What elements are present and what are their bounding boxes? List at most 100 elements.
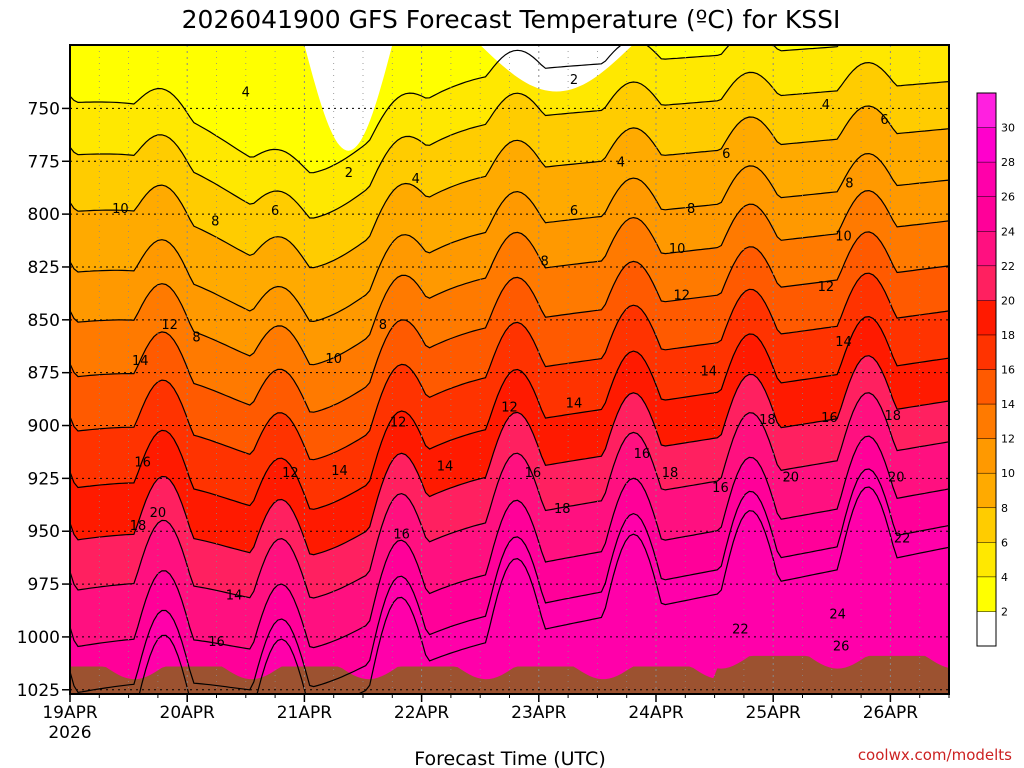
y-tick-label: 975 (28, 575, 60, 595)
grid-lines (70, 45, 949, 694)
contour-label: 16 (525, 466, 542, 481)
colorbar-swatch (977, 93, 996, 129)
credit-text[interactable]: coolwx.com/modelts (858, 746, 1012, 764)
contour-label: 2 (345, 166, 353, 181)
contour-label: 22 (894, 532, 911, 547)
colorbar-swatch (977, 404, 996, 440)
chart-title: 2026041900 GFS Forecast Temperature (ºC)… (182, 5, 841, 34)
isotherm-line (70, 468, 949, 694)
contour-label: 10 (112, 202, 129, 217)
contour-label: 12 (501, 400, 518, 415)
isotherm-line (138, 486, 949, 694)
colorbar-swatch (977, 507, 996, 543)
contour-label: 8 (379, 318, 387, 333)
x-tick-label: 20APR (160, 703, 216, 723)
contour-label: 8 (845, 176, 853, 191)
y-tick-label: 825 (28, 258, 60, 278)
x-tick-label: 25APR (746, 703, 802, 723)
contour-label: 20 (783, 470, 800, 485)
contour-label: 14 (437, 460, 454, 475)
contour-label: 16 (712, 481, 729, 496)
colorbar-swatch (977, 231, 996, 267)
colorbar-swatch (977, 265, 996, 301)
colorbar-swatch (977, 369, 996, 405)
y-tick-label: 850 (28, 311, 60, 331)
colorbar-label: 28 (1001, 156, 1015, 169)
contour-label: 20 (150, 506, 167, 521)
y-tick-label: 775 (28, 152, 60, 172)
cold-pocket (304, 45, 393, 151)
contour-label: 8 (192, 331, 200, 346)
contour-label: 12 (674, 288, 691, 303)
isotherm-line (70, 231, 949, 413)
y-tick-label: 800 (28, 205, 60, 225)
isotherm-line (70, 272, 949, 461)
colorbar-label: 24 (1001, 225, 1015, 238)
contour-label: 10 (835, 229, 852, 244)
colorbar-label: 2 (1001, 605, 1008, 618)
colorbar-label: 6 (1001, 536, 1008, 549)
contour-label: 8 (541, 255, 549, 270)
x-tick-year: 2026 (48, 723, 91, 743)
colorbar-swatch (977, 438, 996, 474)
contour-label: 6 (570, 204, 578, 219)
contour-label: 14 (835, 335, 852, 350)
x-tick-label: 22APR (394, 703, 450, 723)
x-tick-label: 24APR (628, 703, 684, 723)
contour-label: 12 (282, 466, 299, 481)
contour-label: 6 (722, 147, 730, 162)
colorbar-swatch (977, 576, 996, 612)
y-axis: 750 775 800 825 850 875 900 925 950 975 1000 1025 (17, 99, 70, 701)
contour-label: 4 (617, 155, 625, 170)
contour-label: 16 (634, 447, 651, 462)
contour-label: 14 (566, 396, 583, 411)
contour-label: 16 (134, 455, 151, 470)
x-tick-label: 21APR (277, 703, 333, 723)
y-tick-label: 950 (28, 522, 60, 542)
contour-label: 2 (570, 73, 578, 88)
contour-label: 14 (331, 464, 348, 479)
cold-pocket (480, 45, 633, 92)
contour-label: 20 (888, 470, 905, 485)
contour-label: 4 (822, 98, 830, 113)
temperature-band (70, 45, 949, 173)
contour-label: 24 (829, 608, 846, 623)
contour-label: 10 (669, 242, 686, 257)
contour-label: 6 (880, 113, 888, 128)
contour-label: 4 (242, 86, 250, 101)
x-tick-label: 26APR (863, 703, 919, 723)
x-tick-label: 19APR (42, 703, 98, 723)
contour-label: 12 (390, 415, 407, 430)
y-tick-label: 925 (28, 469, 60, 489)
contour-label: 18 (662, 466, 679, 481)
contour-label: 14 (226, 589, 243, 604)
contour-label: 10 (325, 352, 342, 367)
y-tick-label: 1000 (17, 628, 60, 648)
contour-label: 6 (271, 204, 279, 219)
contour-label: 8 (687, 202, 695, 217)
contour-label: 18 (884, 409, 901, 424)
y-tick-label: 875 (28, 364, 60, 384)
temperature-fill (70, 45, 949, 694)
colorbar-swatch (977, 473, 996, 509)
colorbar-label: 22 (1001, 260, 1015, 273)
contour-label: 16 (208, 635, 225, 650)
contour-label: 8 (211, 214, 219, 229)
colorbar-label: 14 (1001, 398, 1015, 411)
colorbar-swatch (977, 127, 996, 163)
contour-label: 12 (818, 280, 835, 295)
colorbar-swatch (977, 162, 996, 198)
isotherm-line (70, 435, 949, 650)
colorbar-label: 18 (1001, 329, 1015, 342)
colorbar-label: 30 (1001, 122, 1015, 135)
colorbar-label: 10 (1001, 467, 1015, 480)
x-axis-label: Forecast Time (UTC) (414, 748, 605, 768)
contour-label: 12 (161, 318, 178, 333)
colorbar-swatch (977, 542, 996, 578)
isotherm-line (70, 392, 949, 599)
colorbar-label: 4 (1001, 571, 1008, 584)
contour-label: 26 (833, 639, 850, 654)
colorbar-label: 20 (1001, 294, 1015, 307)
